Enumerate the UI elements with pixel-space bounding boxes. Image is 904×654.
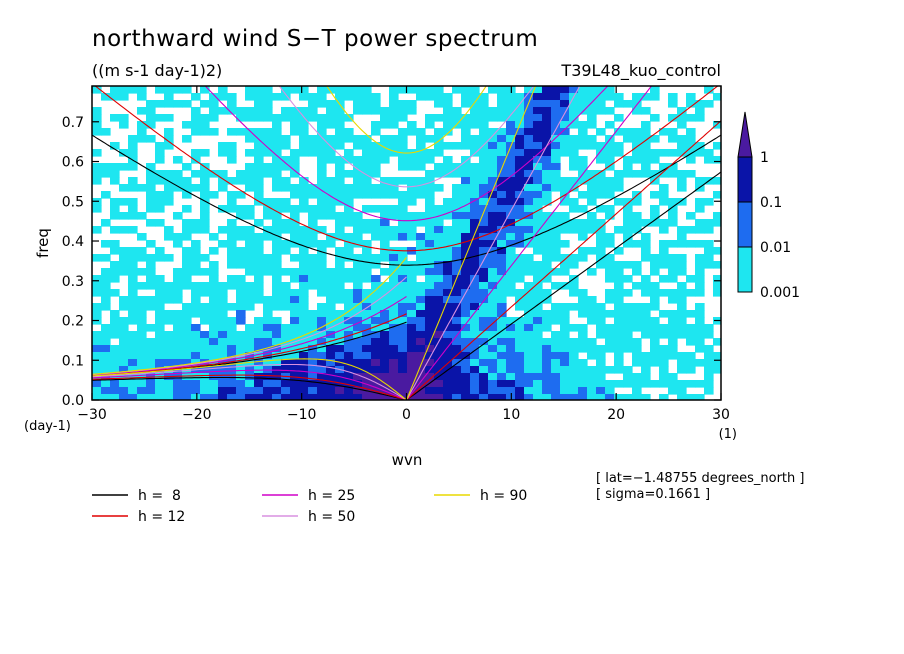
legend-entry: h = 50 <box>308 509 355 525</box>
x-tick-label: 20 <box>607 407 625 423</box>
colorbar-label: 1 <box>760 150 769 166</box>
x-tick-label: −20 <box>182 407 212 423</box>
chart-units: ((m s-1 day-1)2) <box>92 61 222 80</box>
y-tick-label: 0.1 <box>62 353 84 369</box>
x-tick-label: 10 <box>502 407 520 423</box>
colorbar-triangle <box>737 111 753 158</box>
colorbar: 1 0.1 0.01 0.001 <box>737 111 800 301</box>
legend-entry: h = 25 <box>308 488 355 504</box>
sigma-annotation: [ sigma=0.1661 ] <box>596 487 710 502</box>
dispersion-curves <box>92 86 721 400</box>
x-tick-label: −30 <box>77 407 107 423</box>
y-tick-label: 0.3 <box>62 274 84 290</box>
x-tick-label: 0 <box>402 407 411 423</box>
colorbar-segment <box>737 156 753 203</box>
x-unit-label: (1) <box>719 427 737 442</box>
colorbar-segment <box>737 201 753 248</box>
colorbar-segment <box>737 246 753 293</box>
plot-area <box>91 85 722 401</box>
run-label: T39L48_kuo_control <box>560 61 721 81</box>
chart-title: northward wind S−T power spectrum <box>92 26 538 52</box>
colorbar-label: 0.1 <box>760 195 782 211</box>
y-tick-label: 0.4 <box>62 234 84 250</box>
x-tick-label: −10 <box>287 407 317 423</box>
legend-entry: h = 12 <box>138 509 185 525</box>
y-axis-ticks: 0.0 0.1 0.2 0.3 0.4 0.5 0.6 0.7 <box>62 115 721 409</box>
y-tick-label: 0.0 <box>62 393 84 409</box>
x-tick-label: 30 <box>712 407 730 423</box>
y-tick-label: 0.6 <box>62 155 84 171</box>
y-tick-label: 0.5 <box>62 194 84 210</box>
legend-entry: h = 90 <box>480 488 527 504</box>
curve-legend: h = 8 h = 12 h = 25 h = 50 h = 90 <box>92 488 527 525</box>
latitude-annotation: [ lat=−1.48755 degrees_north ] <box>596 471 804 486</box>
colorbar-label: 0.01 <box>760 240 791 256</box>
y-axis-label: freq <box>34 228 52 258</box>
y-tick-label: 0.2 <box>62 314 84 330</box>
y-tick-label: 0.7 <box>62 115 84 131</box>
y-unit-label: (day-1) <box>24 419 71 434</box>
colorbar-label: 0.001 <box>760 285 800 301</box>
x-axis-label: wvn <box>392 451 423 469</box>
legend-entry: h = 8 <box>138 488 181 504</box>
x-axis-ticks: −30 −20 −10 0 10 20 30 <box>77 86 730 423</box>
